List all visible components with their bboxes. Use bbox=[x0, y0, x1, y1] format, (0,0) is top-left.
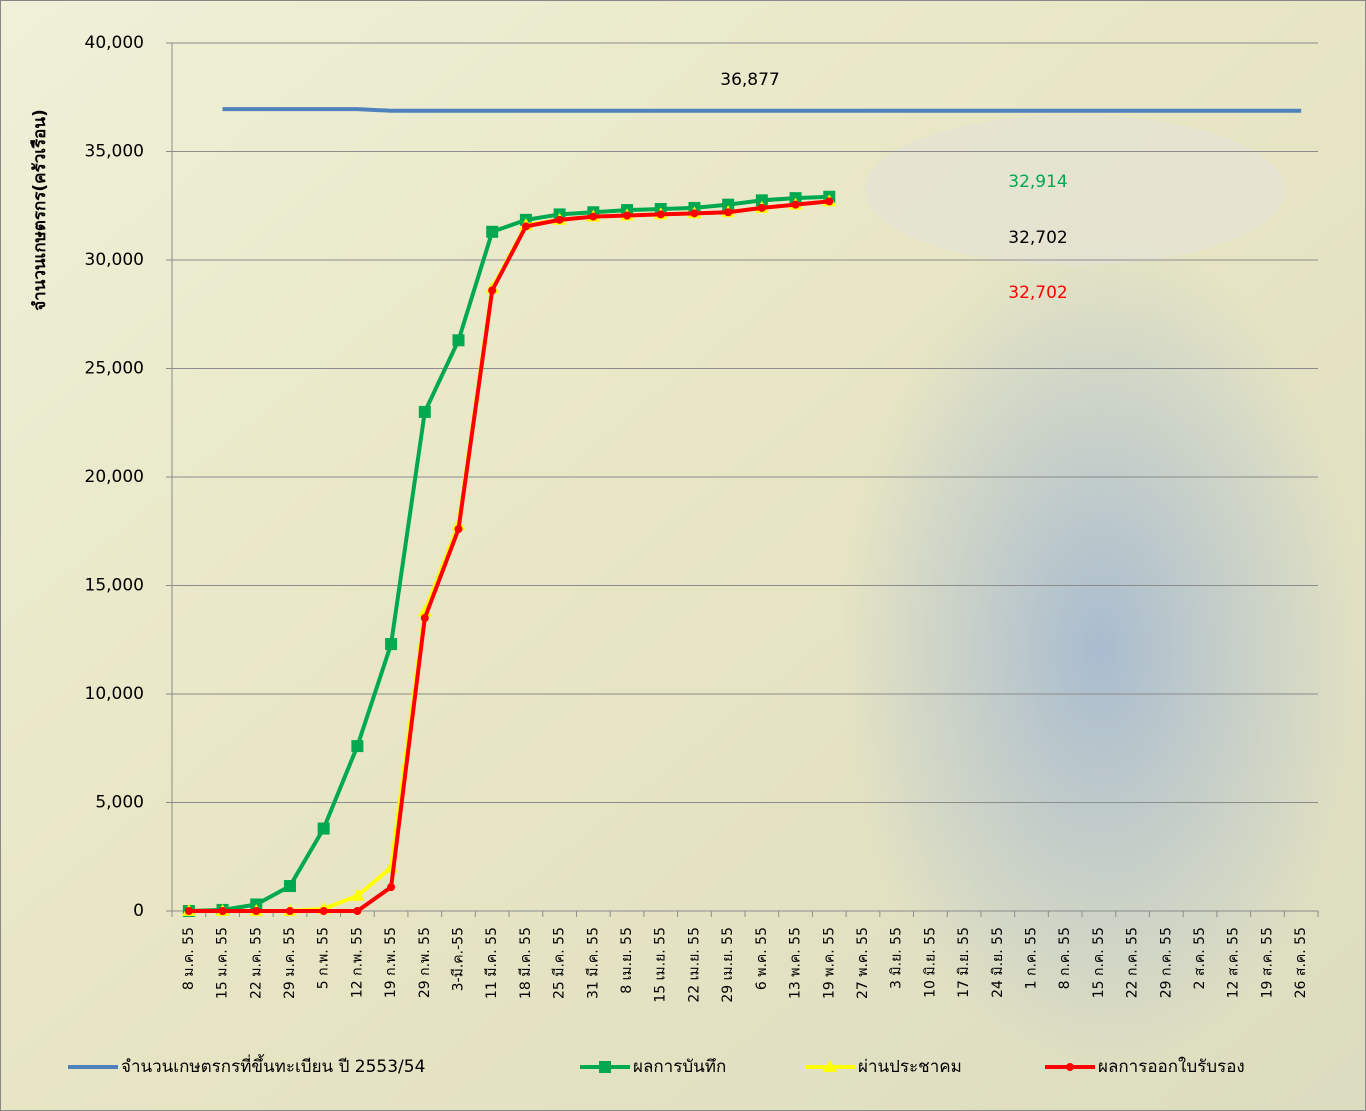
legend-marker bbox=[599, 1061, 611, 1073]
x-tick-label: 17 มิ.ย. 55 bbox=[956, 927, 972, 998]
y-tick-label: 0 bbox=[133, 901, 144, 921]
series-marker bbox=[486, 226, 498, 238]
x-tick-label: 29 ก.ค. 55 bbox=[1158, 927, 1174, 998]
annotation: 36,877 bbox=[720, 70, 779, 90]
legend-label: ผลการออกใบรับรอง bbox=[1098, 1056, 1245, 1077]
y-tick-label: 35,000 bbox=[85, 142, 144, 162]
annotation: 32,702 bbox=[1008, 228, 1067, 248]
y-tick-label: 30,000 bbox=[85, 250, 144, 270]
x-tick-label: 12 ส.ค. 55 bbox=[1226, 927, 1242, 998]
series-marker bbox=[455, 525, 463, 533]
x-tick-label: 12 ก.พ. 55 bbox=[349, 927, 365, 998]
x-tick-label: 22 เม.ย. 55 bbox=[686, 927, 702, 1003]
legend-label: ผลการบันทึก bbox=[633, 1057, 726, 1077]
series-marker bbox=[623, 212, 631, 220]
series-marker bbox=[453, 334, 465, 346]
x-tick-label: 22 ก.ค. 55 bbox=[1125, 927, 1141, 998]
series-marker bbox=[657, 210, 665, 218]
series-marker bbox=[387, 883, 395, 891]
series-marker bbox=[724, 208, 732, 216]
series-marker bbox=[419, 406, 431, 418]
x-tick-label: 3-มี.ค.-55 bbox=[451, 927, 467, 991]
series-marker bbox=[758, 204, 766, 212]
series-marker bbox=[318, 823, 330, 835]
x-tick-label: 22 ม.ค. 55 bbox=[248, 927, 264, 999]
background-hat bbox=[865, 115, 1285, 265]
legend-marker bbox=[1066, 1063, 1074, 1071]
annotation: 32,914 bbox=[1008, 172, 1067, 192]
series-marker bbox=[488, 286, 496, 294]
x-tick-label: 31 มี.ค. 55 bbox=[585, 927, 601, 999]
y-tick-label: 25,000 bbox=[85, 359, 144, 379]
y-tick-label: 10,000 bbox=[85, 684, 144, 704]
x-tick-label: 18 มี.ค. 55 bbox=[518, 927, 534, 999]
x-tick-label: 15 ม.ค. 55 bbox=[215, 927, 231, 999]
x-tick-label: 13 พ.ค. 55 bbox=[788, 927, 804, 999]
series-marker bbox=[421, 614, 429, 622]
x-tick-label: 29 ก.พ. 55 bbox=[417, 927, 433, 998]
annotation: 32,702 bbox=[1008, 283, 1067, 303]
x-tick-label: 15 ก.ค. 55 bbox=[1091, 927, 1107, 998]
x-tick-label: 11 มี.ค. 55 bbox=[484, 927, 500, 999]
chart: จำนวนเกษตรกร(ครัวเรือน) 0 5,000 10,000 15,0… bbox=[0, 0, 1366, 1111]
y-tick-label: 15,000 bbox=[85, 576, 144, 596]
series-marker bbox=[353, 907, 361, 915]
y-tick-label: 40,000 bbox=[85, 33, 144, 53]
x-tick-label: 8 เม.ย. 55 bbox=[619, 927, 635, 994]
x-tick-label: 5 ก.พ. 55 bbox=[316, 927, 332, 989]
x-tick-label: 29 เม.ย. 55 bbox=[720, 927, 736, 1003]
series-marker bbox=[825, 197, 833, 205]
legend-label: ผ่านประชาคม bbox=[858, 1057, 962, 1077]
y-axis-title: จำนวนเกษตรกร(ครัวเรือน) bbox=[29, 109, 50, 311]
y-tick-label: 5,000 bbox=[95, 793, 144, 813]
x-tick-label: 26 ส.ค. 55 bbox=[1293, 927, 1309, 998]
x-tick-label: 8 ม.ค. 55 bbox=[181, 927, 197, 990]
series-marker bbox=[385, 638, 397, 650]
x-tick-label: 27 พ.ค. 55 bbox=[855, 927, 871, 999]
series-marker bbox=[252, 907, 260, 915]
x-tick-label: 24 มิ.ย. 55 bbox=[990, 927, 1006, 998]
series-marker bbox=[522, 222, 530, 230]
x-tick-label: 15 เม.ย. 55 bbox=[653, 927, 669, 1003]
x-tick-label: 29 ม.ค. 55 bbox=[282, 927, 298, 999]
x-tick-label: 8 ก.ค. 55 bbox=[1057, 927, 1073, 989]
y-tick-label: 20,000 bbox=[85, 467, 144, 487]
x-tick-label: 19 ส.ค. 55 bbox=[1259, 927, 1275, 998]
series-marker bbox=[589, 213, 597, 221]
legend-label: จำนวนเกษตรกรที่ขึ้นทะเบียน ปี 2553/54 bbox=[121, 1054, 425, 1077]
x-tick-label: 1 ก.ค. 55 bbox=[1024, 927, 1040, 989]
series-line bbox=[223, 109, 1302, 111]
x-tick-label: 6 พ.ค. 55 bbox=[754, 927, 770, 990]
series-marker bbox=[351, 740, 363, 752]
series-marker bbox=[185, 907, 193, 915]
x-tick-label: 2 ส.ค. 55 bbox=[1192, 927, 1208, 989]
series-marker bbox=[556, 216, 564, 224]
series-marker bbox=[690, 209, 698, 217]
x-tick-label: 10 มิ.ย. 55 bbox=[922, 927, 938, 998]
series-marker bbox=[792, 201, 800, 209]
x-tick-label: 3 มิ.ย. 55 bbox=[889, 927, 905, 989]
x-tick-label: 19 ก.พ. 55 bbox=[383, 927, 399, 998]
x-tick-label: 19 พ.ค. 55 bbox=[821, 927, 837, 999]
series-marker bbox=[320, 907, 328, 915]
x-tick-label: 25 มี.ค. 55 bbox=[552, 927, 568, 999]
series-marker bbox=[284, 880, 296, 892]
series-marker bbox=[219, 907, 227, 915]
series-marker bbox=[286, 907, 294, 915]
